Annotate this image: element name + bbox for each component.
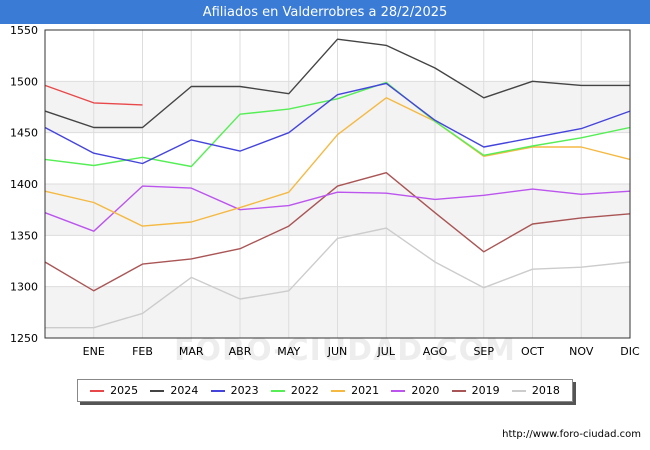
x-tick-label: MAY bbox=[277, 345, 300, 358]
chart-title: Afiliados en Valderrobres a 28/2/2025 bbox=[0, 0, 650, 24]
legend-swatch bbox=[150, 389, 165, 392]
legend-item-2020: 2020 bbox=[391, 384, 439, 397]
plot-frame bbox=[44, 29, 631, 339]
legend-item-2021: 2021 bbox=[331, 384, 379, 397]
legend-swatch bbox=[210, 389, 225, 392]
legend-label: 2023 bbox=[230, 384, 259, 397]
legend-swatch bbox=[391, 389, 406, 392]
x-tick-label: MAR bbox=[179, 345, 204, 358]
series-line-2025 bbox=[44, 84, 143, 106]
legend-item-2018: 2018 bbox=[511, 384, 560, 397]
legend-item-2019: 2019 bbox=[451, 384, 500, 397]
legend-label: 2021 bbox=[351, 384, 380, 397]
legend: 2025 2024 2023 2022 2021 2020 2019 2018 bbox=[77, 379, 573, 402]
legend-swatch bbox=[451, 389, 466, 392]
legend-item-2023: 2023 bbox=[210, 384, 259, 397]
legend-label: 2018 bbox=[531, 384, 560, 397]
x-tick-label: NOV bbox=[569, 345, 594, 358]
x-tick-label: SEP bbox=[473, 345, 494, 358]
series-line-2024 bbox=[44, 38, 630, 129]
legend-swatch bbox=[511, 389, 526, 392]
x-tick-label: JUL bbox=[377, 345, 396, 358]
x-tick-label: AGO bbox=[423, 345, 448, 358]
y-tick-label: 1400 bbox=[10, 178, 38, 191]
x-tick-label: ABR bbox=[229, 345, 252, 358]
y-axis-ticks: 1250 1300 1350 1400 1450 1500 1550 bbox=[10, 24, 38, 345]
legend-swatch bbox=[270, 389, 285, 392]
series-lines bbox=[44, 38, 631, 329]
y-tick-label: 1550 bbox=[10, 24, 38, 37]
x-tick-label: DIC bbox=[620, 345, 640, 358]
series-line-2021 bbox=[44, 97, 631, 227]
y-tick-label: 1350 bbox=[10, 229, 38, 242]
series-line-2019 bbox=[44, 171, 631, 292]
x-tick-label: FEB bbox=[132, 345, 153, 358]
legend-label: 2024 bbox=[170, 384, 199, 397]
series-line-2023 bbox=[44, 82, 631, 165]
legend-label: 2022 bbox=[290, 384, 319, 397]
y-tick-label: 1500 bbox=[10, 75, 38, 88]
source-url: http://www.foro-ciudad.com bbox=[502, 429, 641, 440]
legend-swatch bbox=[90, 389, 105, 392]
watermark-text: FORO-CIUDAD.COM bbox=[174, 333, 516, 368]
legend-label: 2019 bbox=[471, 384, 500, 397]
series-line-2018 bbox=[45, 227, 631, 329]
x-tick-label: OCT bbox=[521, 345, 544, 358]
series-line-2022 bbox=[44, 81, 631, 168]
x-axis-ticks: ENE FEB MAR ABR MAY JUN JUL AGO SEP OCT NOV DIC bbox=[83, 345, 640, 358]
x-tick-label: JUN bbox=[327, 345, 348, 358]
legend-item-2022: 2022 bbox=[270, 384, 319, 397]
legend-label: 2020 bbox=[411, 384, 440, 397]
y-tick-label: 1450 bbox=[10, 127, 38, 140]
legend-label: 2025 bbox=[110, 384, 139, 397]
y-tick-label: 1250 bbox=[10, 332, 38, 345]
y-tick-label: 1300 bbox=[10, 281, 38, 294]
series-line-2020 bbox=[44, 185, 631, 232]
legend-swatch bbox=[331, 389, 346, 392]
legend-item-2025: 2025 bbox=[90, 384, 138, 397]
legend-item-2024: 2024 bbox=[150, 384, 198, 397]
x-tick-label: ENE bbox=[83, 345, 105, 358]
